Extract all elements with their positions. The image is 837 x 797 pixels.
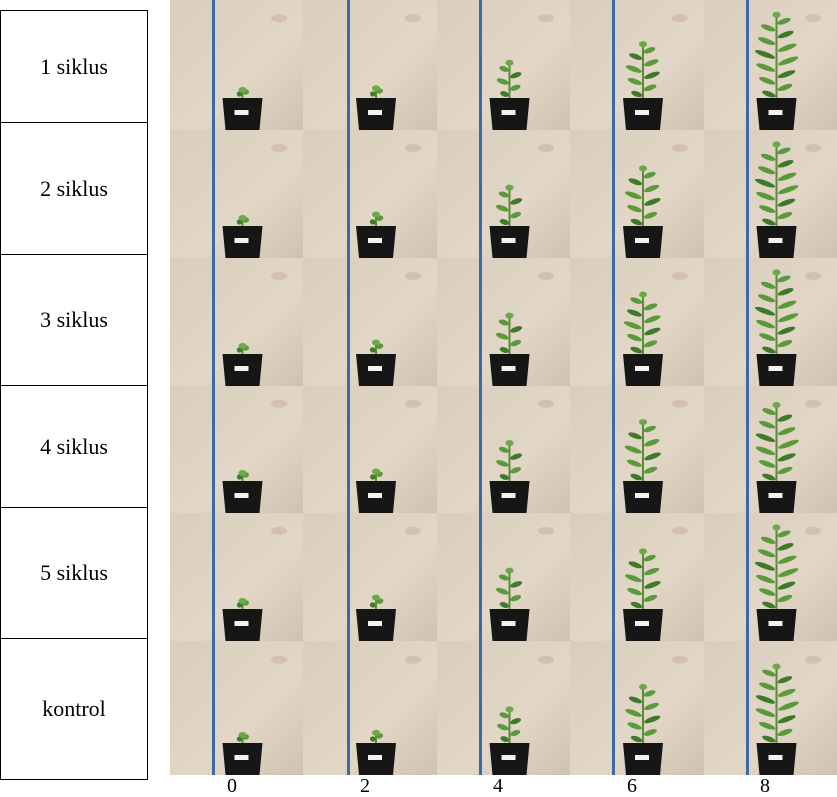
plant-photo bbox=[570, 386, 704, 513]
plant-photo bbox=[570, 513, 704, 641]
plant-photo bbox=[303, 258, 437, 386]
row-label-4-siklus: 4 siklus bbox=[1, 386, 147, 508]
plant-photo bbox=[570, 641, 704, 775]
plant-photo bbox=[303, 386, 437, 513]
row-label-2-siklus: 2 siklus bbox=[1, 123, 147, 255]
plant-photo bbox=[704, 130, 837, 258]
plant-photo bbox=[704, 641, 837, 775]
plant-photo bbox=[437, 641, 570, 775]
plant-photo bbox=[170, 258, 303, 386]
row-label-1-siklus: 1 siklus bbox=[1, 11, 147, 123]
row-label-3-siklus: 3 siklus bbox=[1, 255, 147, 386]
plant-photo-grid bbox=[170, 0, 837, 775]
x-tick-6: 6 bbox=[627, 775, 637, 797]
plant-photo bbox=[303, 641, 437, 775]
row-label-kontrol: kontrol bbox=[42, 696, 106, 721]
plant-photo bbox=[170, 130, 303, 258]
plant-photo bbox=[303, 0, 437, 130]
plant-photo bbox=[170, 0, 303, 130]
plant-photo bbox=[437, 386, 570, 513]
x-axis-ticks: 0 2 4 6 8 bbox=[0, 776, 837, 797]
plant-photo bbox=[570, 130, 704, 258]
x-tick-4: 4 bbox=[493, 775, 503, 797]
plant-photo bbox=[704, 513, 837, 641]
plant-photo bbox=[170, 641, 303, 775]
row-label-5-siklus: 5 siklus bbox=[1, 508, 147, 639]
plant-photo bbox=[704, 386, 837, 513]
plant-photo bbox=[570, 0, 704, 130]
plant-photo bbox=[704, 258, 837, 386]
plant-photo bbox=[437, 258, 570, 386]
plant-photo bbox=[437, 0, 570, 130]
plant-photo bbox=[704, 0, 837, 130]
row-label-column: 1 siklus 2 siklus 3 siklus 4 siklus 5 si… bbox=[0, 10, 148, 780]
plant-photo bbox=[303, 513, 437, 641]
plant-photo bbox=[437, 130, 570, 258]
plant-photo bbox=[570, 258, 704, 386]
plant-photo bbox=[437, 513, 570, 641]
x-tick-8: 8 bbox=[760, 775, 770, 797]
plant-photo bbox=[170, 513, 303, 641]
x-tick-2: 2 bbox=[360, 775, 370, 797]
plant-photo bbox=[170, 386, 303, 513]
x-tick-0: 0 bbox=[227, 775, 237, 797]
plant-photo bbox=[303, 130, 437, 258]
